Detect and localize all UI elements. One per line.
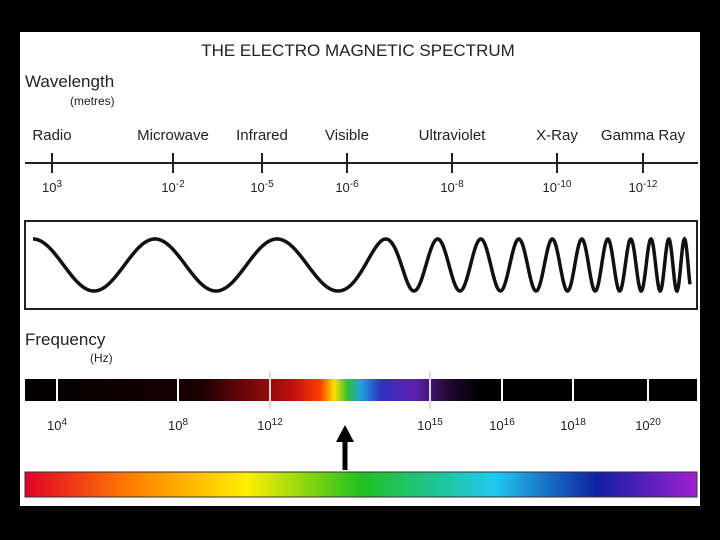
wavelength-value: 10-5	[250, 179, 274, 195]
power-base: 10	[635, 418, 649, 433]
arrow-head	[336, 425, 354, 442]
power-exponent: -12	[643, 179, 658, 190]
wave-box	[24, 220, 698, 310]
band-name: Radio	[32, 127, 71, 144]
band-name: Gamma Ray	[601, 127, 686, 144]
wavelength-value: 10-10	[543, 179, 572, 195]
wavelength-label: Wavelength	[25, 72, 114, 91]
power-exponent: -5	[265, 179, 274, 190]
power-base: 10	[257, 418, 271, 433]
power-exponent: -8	[455, 179, 464, 190]
frequency-value: 1015	[417, 417, 443, 433]
wavelength-value: 10-8	[440, 179, 464, 195]
frequency-value: 1012	[257, 417, 283, 433]
power-base: 10	[560, 418, 574, 433]
power-exponent: 15	[432, 417, 444, 428]
wave	[33, 236, 692, 294]
panel	[20, 32, 700, 506]
power-exponent: 4	[61, 417, 67, 428]
power-exponent: -2	[176, 179, 185, 190]
frequency-unit: (Hz)	[90, 351, 113, 365]
power-base: 10	[42, 180, 56, 195]
power-base: 10	[440, 180, 454, 195]
frequency-value: 1016	[489, 417, 515, 433]
power-exponent: 8	[182, 417, 188, 428]
visible-spectrum	[24, 471, 698, 498]
power-exponent: 20	[650, 417, 662, 428]
band-name: Infrared	[236, 127, 288, 144]
frequency-value: 1020	[635, 417, 661, 433]
frequency-value: 108	[168, 417, 188, 433]
power-exponent: 16	[504, 417, 516, 428]
wavelength-value: 10-2	[161, 179, 185, 195]
frequency-label: Frequency	[25, 330, 106, 349]
power-exponent: 18	[575, 417, 587, 428]
power-exponent: 12	[272, 417, 284, 428]
band-name: Microwave	[137, 127, 209, 144]
power-exponent: -10	[557, 179, 572, 190]
band-name: Ultraviolet	[419, 127, 487, 144]
power-base: 10	[417, 418, 431, 433]
title: THE ELECTRO MAGNETIC SPECTRUM	[201, 41, 515, 60]
frequency-bar	[25, 379, 697, 401]
power-base: 10	[161, 180, 175, 195]
power-base: 10	[335, 180, 349, 195]
power-base: 10	[489, 418, 503, 433]
power-base: 10	[168, 418, 182, 433]
frequency-value: 1018	[560, 417, 586, 433]
power-base: 10	[250, 180, 264, 195]
band-name: Visible	[325, 127, 369, 144]
power-base: 10	[543, 180, 557, 195]
wavelength-value: 10-12	[629, 179, 658, 195]
band-name: X-Ray	[536, 127, 578, 144]
wavelength-unit: (metres)	[70, 94, 115, 108]
power-exponent: 3	[56, 179, 62, 190]
power-base: 10	[629, 180, 643, 195]
wavelength-value: 103	[42, 179, 62, 195]
frequency-value: 104	[47, 417, 67, 433]
power-exponent: -6	[350, 179, 359, 190]
wavelength-value: 10-6	[335, 179, 359, 195]
power-base: 10	[47, 418, 61, 433]
